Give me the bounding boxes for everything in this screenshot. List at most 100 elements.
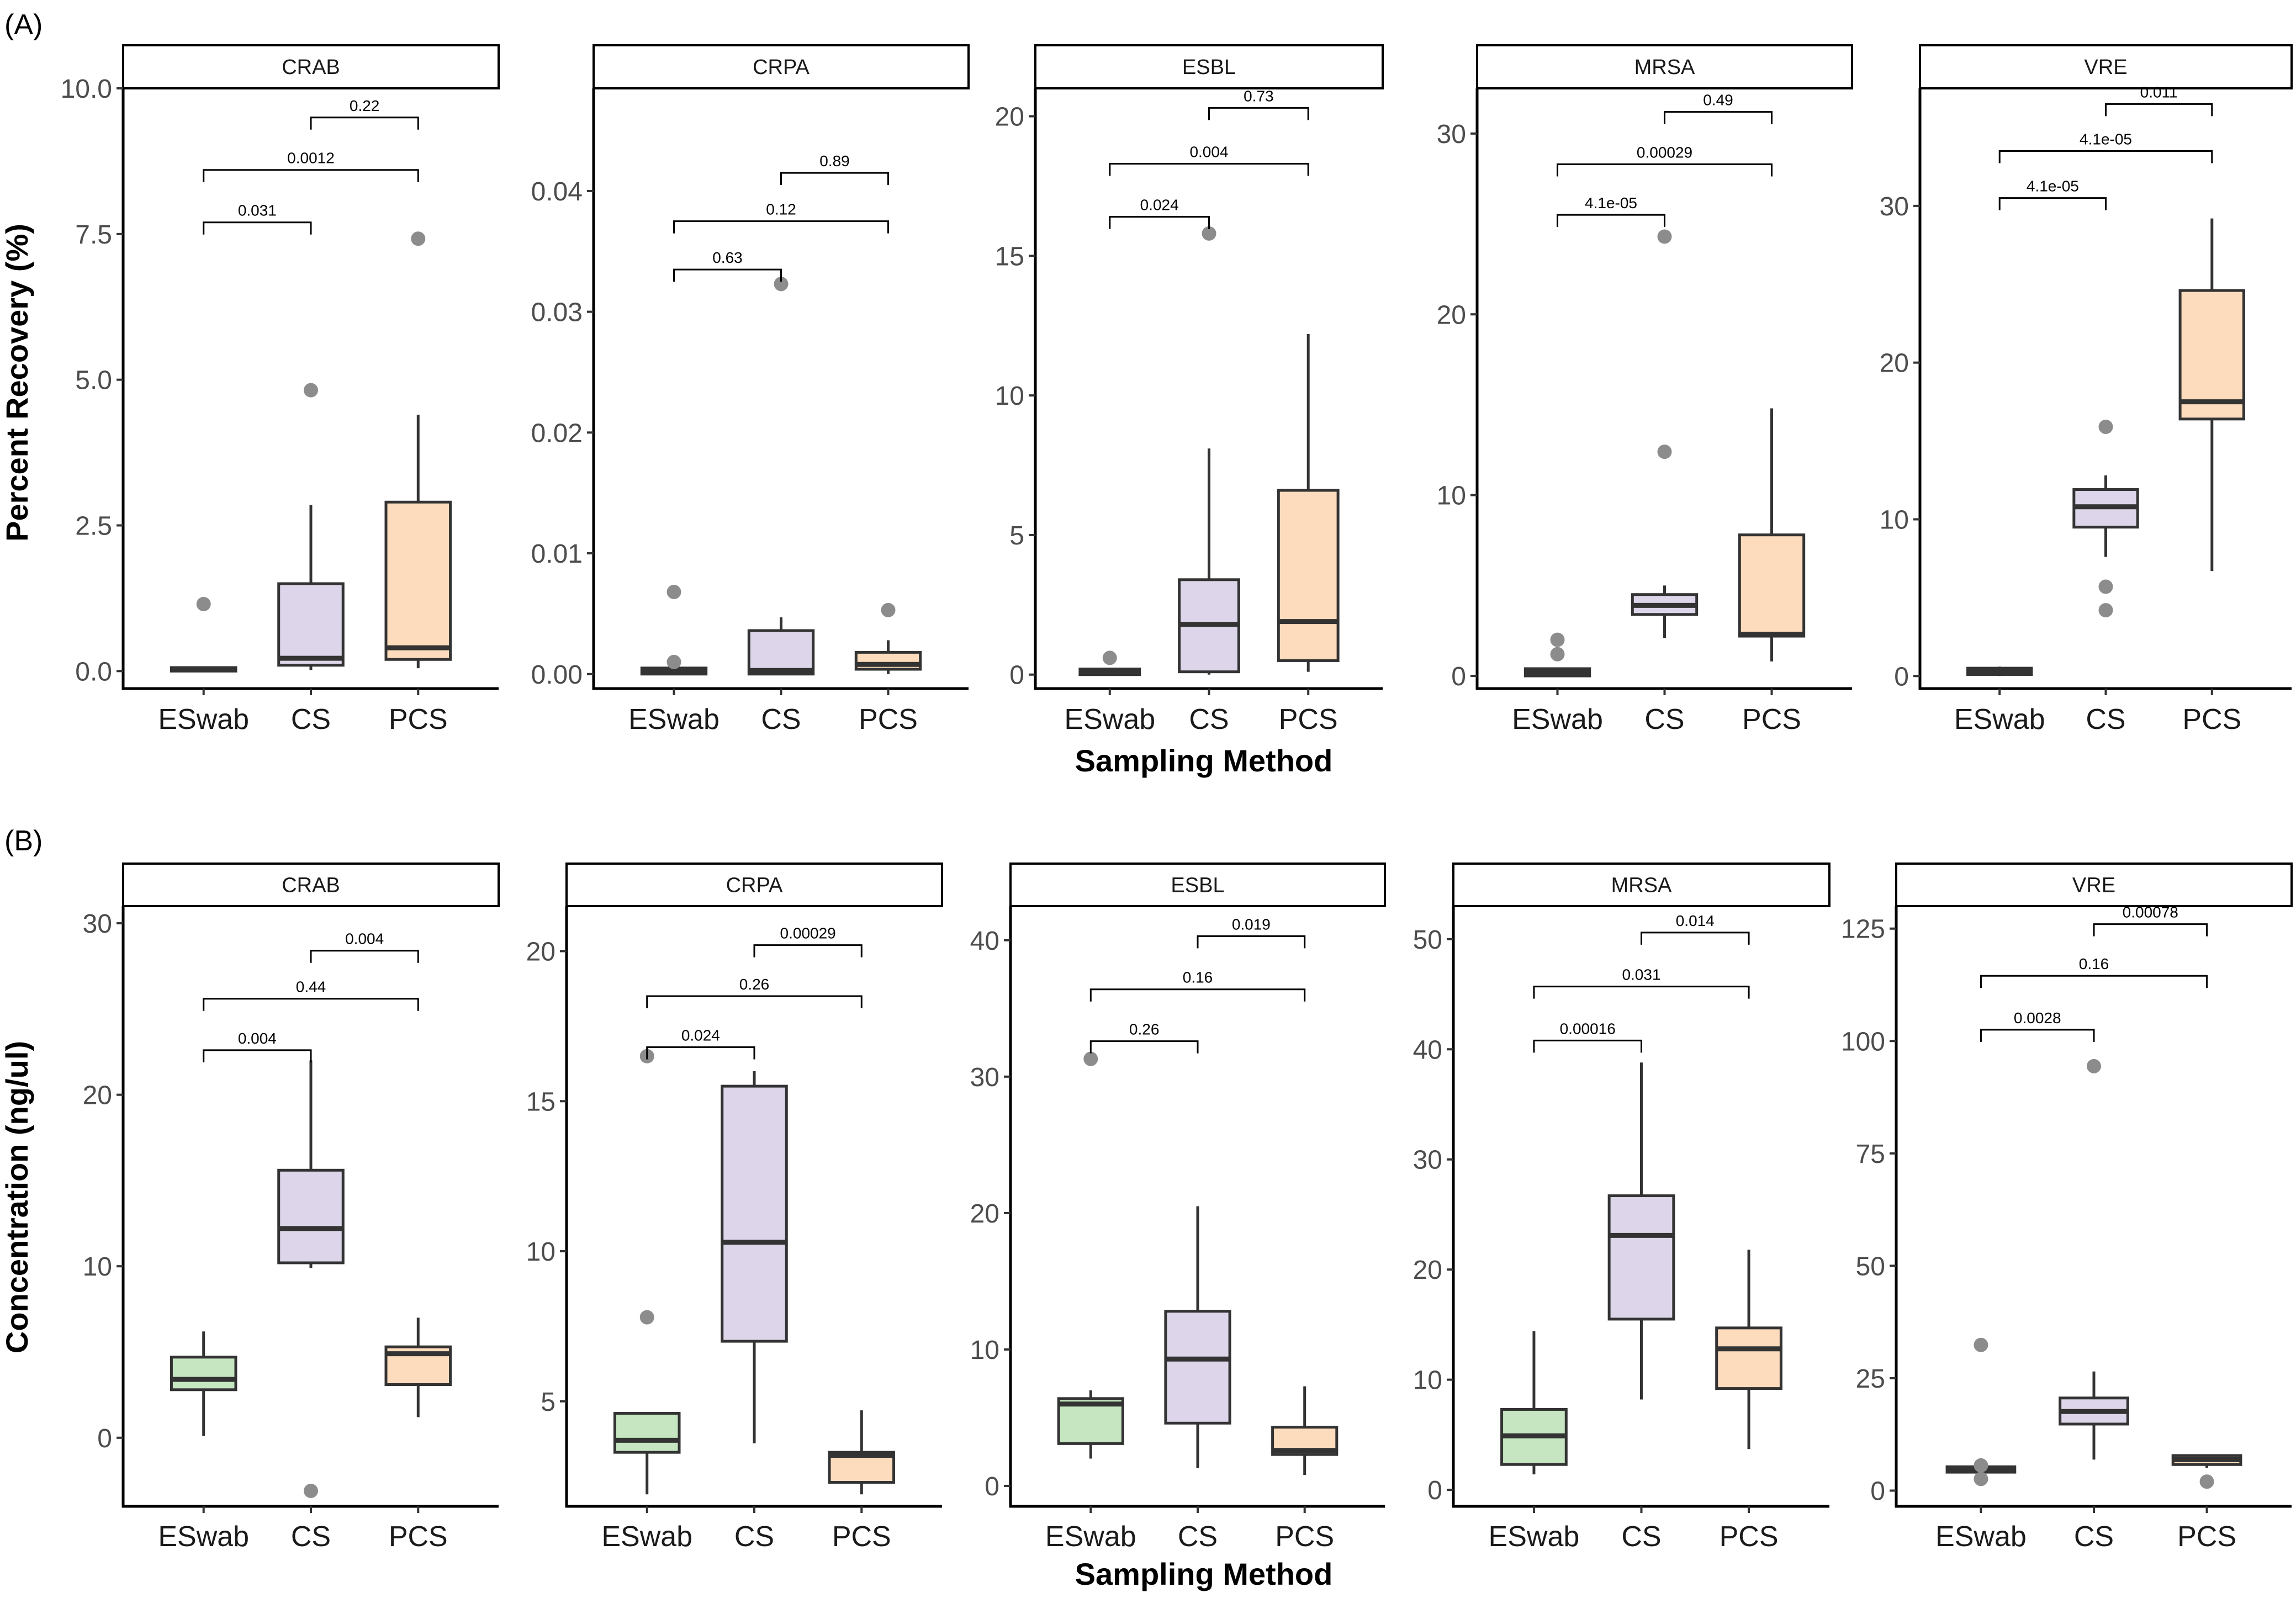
p-value-label: 0.004	[238, 1030, 277, 1047]
p-value-label: 0.031	[238, 202, 277, 219]
x-tick-label: ESwab	[628, 703, 720, 735]
p-value-label: 0.011	[2140, 83, 2178, 100]
section-b-x-axis-title: Sampling Method	[1075, 1557, 1333, 1591]
significance-bracket	[2105, 103, 2213, 117]
p-value-label: 0.26	[739, 976, 770, 993]
x-tick-label: ESwab	[1512, 703, 1603, 735]
x-tick-label: CS	[1178, 1521, 1218, 1553]
section-b-letter: (B)	[4, 825, 43, 857]
significance-bracket	[1533, 1039, 1642, 1053]
box-cs	[277, 1168, 345, 1264]
outlier-point	[304, 1484, 318, 1499]
outlier-point	[2098, 579, 2113, 594]
x-tick-label: PCS	[832, 1521, 891, 1553]
y-tick-label: 0.01	[531, 539, 583, 569]
box-pcs	[1277, 489, 1340, 662]
y-tick-label: 20	[995, 103, 1024, 132]
facet-strip-label: MRSA	[1611, 874, 1672, 897]
facet-strip-label: ESBL	[1171, 874, 1224, 897]
outlier-point	[639, 1310, 654, 1325]
facet-strip-label: ESBL	[1182, 56, 1236, 79]
facet-strip-label: CRPA	[753, 56, 810, 79]
y-tick-label: 2.5	[75, 512, 112, 541]
y-tick-label: 50	[1856, 1252, 1885, 1281]
outlier-point	[1550, 632, 1565, 647]
x-tick-label: CS	[1644, 703, 1684, 735]
panel-b-mrsa: MRSA 0 10 20 30 40 50 ESwab CS PCS 0.00016 0.031 0.0…	[1413, 863, 1831, 1553]
x-tick-label: ESwab	[158, 1521, 249, 1553]
y-tick-label: 0	[97, 1424, 112, 1453]
x-tick-label: ESwab	[1045, 1521, 1136, 1553]
box-eswab	[170, 1356, 237, 1391]
x-tick-label: PCS	[2182, 703, 2241, 735]
y-tick-label: 10	[526, 1237, 556, 1267]
y-tick-label: 0	[1009, 661, 1024, 690]
facet-strip	[1476, 44, 1853, 89]
significance-bracket	[203, 169, 419, 182]
y-tick-label: 20	[1437, 300, 1466, 330]
x-tick-label: PCS	[1279, 703, 1338, 735]
facet-strip-label: CRAB	[282, 874, 340, 897]
outlier-point	[411, 231, 426, 246]
facet-strip-label: CRPA	[726, 874, 783, 897]
box-pcs	[384, 500, 452, 661]
significance-bracket	[1089, 1040, 1199, 1054]
outlier-point	[2087, 1059, 2101, 1073]
panel-a-vre: VRE 0 10 20 30 ESwab CS PCS 4.1e-05 4.1e-05 0.011	[1880, 44, 2293, 735]
y-tick-label: 10	[1413, 1366, 1442, 1395]
outlier-point	[881, 602, 896, 617]
x-tick-label: PCS	[1742, 703, 1801, 735]
significance-bracket	[1533, 986, 1750, 999]
x-tick-label: PCS	[1720, 1521, 1779, 1553]
section-b-y-axis-title: Concentration (ng/ul)	[0, 1041, 34, 1353]
section-a-letter: (A)	[4, 9, 43, 41]
x-tick-label: CS	[1621, 1521, 1661, 1553]
outlier-point	[1550, 647, 1565, 662]
facet-strip	[1034, 44, 1384, 89]
x-tick-label: PCS	[859, 703, 918, 735]
y-tick-label: 0.03	[531, 298, 583, 327]
y-tick-label: 5.0	[75, 366, 112, 395]
x-tick-label: ESwab	[1954, 703, 2045, 735]
x-tick-label: CS	[2086, 703, 2125, 735]
p-value-label: 0.0012	[287, 150, 335, 167]
p-value-label: 0.00029	[1637, 144, 1692, 161]
p-value-label: 0.26	[1129, 1021, 1160, 1038]
x-tick-label: ESwab	[1935, 1521, 2027, 1553]
p-value-label: 4.1e-05	[2027, 178, 2079, 195]
y-tick-label: 20	[83, 1081, 112, 1110]
p-value-label: 0.004	[345, 930, 384, 948]
box-cs	[1164, 1310, 1231, 1425]
x-tick-label: ESwab	[1064, 703, 1155, 735]
x-tick-label: CS	[761, 703, 801, 735]
panel-a-crpa: CRPA 0.00 0.01 0.02 0.03 0.04 ESwab CS PCS 0.63 0.…	[531, 44, 970, 735]
outlier-point	[2098, 603, 2113, 618]
significance-bracket	[646, 1046, 755, 1060]
significance-bracket	[753, 944, 863, 957]
p-value-label: 0.024	[681, 1026, 720, 1044]
significance-bracket	[1998, 197, 2107, 210]
facet-strip	[1919, 44, 2293, 89]
box-pcs	[1738, 533, 1806, 638]
x-tick-label: CS	[734, 1521, 774, 1553]
panel-b-vre: VRE 0 25 50 75 100 125 ESwab CS PCS 0.0028 0.16 0.00…	[1841, 863, 2293, 1553]
x-tick-label: CS	[291, 703, 331, 735]
p-value-label: 0.63	[712, 249, 743, 266]
y-tick-label: 30	[1437, 120, 1466, 149]
p-value-label: 0.024	[1140, 197, 1179, 214]
significance-bracket	[1197, 935, 1306, 949]
outlier-point	[1083, 1051, 1098, 1066]
x-tick-label: CS	[1189, 703, 1229, 735]
facet-strip-label: CRAB	[282, 56, 340, 79]
y-tick-label: 40	[1413, 1035, 1442, 1065]
x-tick-label: ESwab	[1489, 1521, 1580, 1553]
y-tick-label: 10	[83, 1252, 112, 1282]
y-tick-label: 0	[1427, 1476, 1442, 1505]
y-tick-label: 40	[970, 927, 999, 956]
x-tick-label: ESwab	[601, 1521, 692, 1553]
significance-bracket	[1089, 988, 1306, 1002]
section-a-y-axis-title: Percent Recovery (%)	[0, 224, 34, 542]
y-tick-label: 20	[1413, 1256, 1442, 1285]
outlier-point	[1657, 229, 1672, 244]
